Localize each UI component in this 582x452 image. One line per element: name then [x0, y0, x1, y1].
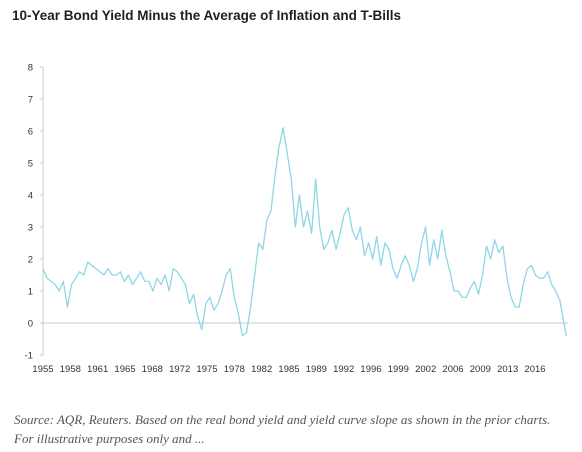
line-chart: 8 7 6 5 4 3 2 1 0 -1 1955 1958 1961 1965 1968 1972 1975…	[25, 63, 568, 375]
source-note: Source: AQR, Reuters. Based on the real …	[14, 412, 551, 446]
x-tick-label: 1968	[142, 364, 163, 375]
x-axis-ticks: 1955 1958 1961 1965 1968 1972 1975 1978 1982 1985…	[32, 364, 545, 375]
y-tick-label: 5	[28, 159, 33, 170]
y-tick-label: 6	[28, 127, 33, 138]
y-tick-label: 0	[28, 319, 33, 330]
y-tick-label: 1	[28, 287, 33, 298]
y-tick-label: 8	[28, 63, 33, 74]
x-tick-label: 1958	[60, 364, 81, 375]
chart-title: 10-Year Bond Yield Minus the Average of …	[12, 8, 402, 23]
x-tick-label: 1999	[388, 364, 409, 375]
x-tick-label: 2006	[442, 364, 463, 375]
x-tick-label: 1965	[114, 364, 135, 375]
y-tick-label: 2	[28, 255, 33, 266]
y-tick-label: -1	[25, 351, 33, 362]
x-tick-label: 2013	[497, 364, 518, 375]
x-tick-label: 1955	[32, 364, 53, 375]
x-tick-label: 1982	[251, 364, 272, 375]
x-tick-label: 1961	[87, 364, 108, 375]
y-tick-label: 3	[28, 223, 33, 234]
y-tick-label: 7	[28, 95, 33, 106]
y-axis-ticks: 8 7 6 5 4 3 2 1 0 -1	[25, 63, 43, 362]
x-tick-label: 2002	[415, 364, 436, 375]
x-tick-label: 1992	[333, 364, 354, 375]
x-tick-label: 1996	[360, 364, 381, 375]
x-tick-label: 2009	[470, 364, 491, 375]
x-tick-label: 1975	[196, 364, 217, 375]
x-tick-label: 1978	[224, 364, 245, 375]
series-line	[42, 127, 568, 337]
x-tick-label: 1972	[169, 364, 190, 375]
x-tick-label: 1985	[278, 364, 299, 375]
y-tick-label: 4	[28, 191, 33, 202]
x-tick-label: 2016	[524, 364, 545, 375]
x-tick-label: 1989	[306, 364, 327, 375]
